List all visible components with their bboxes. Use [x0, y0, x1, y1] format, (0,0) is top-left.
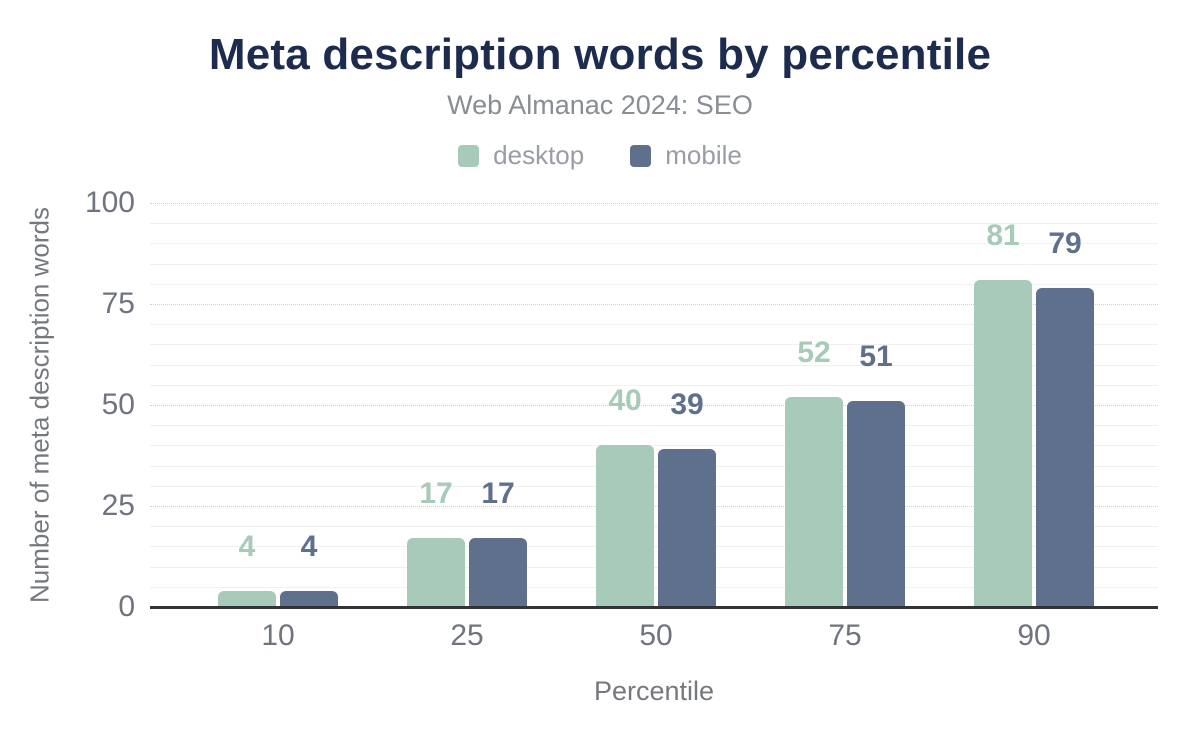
bar-mobile-p50[interactable] — [658, 449, 716, 607]
legend-swatch-mobile — [630, 144, 652, 167]
bar-mobile-p90[interactable] — [1036, 287, 1094, 607]
gridline-minor-20 — [150, 526, 1158, 528]
value-label-mobile-p90: 79 — [1048, 226, 1082, 260]
gridline-major-100 — [150, 203, 1158, 204]
value-label-mobile-p75: 51 — [859, 339, 893, 373]
gridline-minor-95 — [150, 223, 1158, 225]
legend-item-mobile[interactable]: mobile — [630, 140, 742, 171]
bar-mobile-p25[interactable] — [469, 538, 527, 607]
legend-label-mobile: mobile — [665, 140, 742, 170]
x-axis-line — [150, 606, 1158, 609]
bar-mobile-p10[interactable] — [280, 590, 338, 607]
y-tick-label-100: 100 — [84, 186, 135, 219]
gridline-minor-60 — [150, 364, 1158, 366]
legend-item-desktop[interactable]: desktop — [458, 140, 584, 171]
bar-desktop-p75[interactable] — [785, 396, 843, 607]
gridline-minor-90 — [150, 243, 1158, 245]
value-label-mobile-p50: 39 — [670, 388, 704, 422]
x-tick-label-25: 25 — [450, 619, 484, 652]
gridline-major-75 — [150, 304, 1158, 305]
gridline-minor-45 — [150, 425, 1158, 427]
value-label-desktop-p75: 52 — [797, 335, 831, 369]
x-tick-label-90: 90 — [1017, 619, 1051, 652]
gridline-minor-30 — [150, 485, 1158, 487]
gridline-minor-35 — [150, 465, 1158, 467]
value-label-desktop-p90: 81 — [986, 218, 1020, 252]
bar-mobile-p75[interactable] — [847, 400, 905, 607]
gridline-minor-80 — [150, 283, 1158, 285]
x-tick-label-10: 10 — [261, 619, 295, 652]
value-label-mobile-p10: 4 — [300, 529, 318, 563]
gridline-minor-10 — [150, 566, 1158, 568]
chart-title: Meta description words by percentile — [208, 30, 992, 79]
legend-label-desktop: desktop — [493, 140, 585, 170]
gridline-minor-85 — [150, 263, 1158, 265]
legend-swatch-desktop — [458, 144, 480, 167]
gridline-minor-55 — [150, 384, 1158, 386]
gridline-minor-15 — [150, 546, 1158, 548]
bar-desktop-p90[interactable] — [974, 279, 1032, 607]
y-axis-title: Number of meta description words — [24, 207, 55, 603]
gridline-minor-40 — [150, 445, 1158, 447]
y-tick-label-75: 75 — [101, 287, 135, 320]
value-label-desktop-p25: 17 — [419, 477, 453, 511]
y-tick-label-50: 50 — [101, 388, 135, 421]
gridline-minor-65 — [150, 344, 1158, 346]
bar-desktop-p10[interactable] — [218, 590, 276, 607]
chart-subtitle: Web Almanac 2024: SEO — [447, 90, 753, 120]
y-axis-tick-labels: 0 25 50 75 100 — [55, 188, 135, 622]
y-tick-label-25: 25 — [101, 489, 135, 522]
value-label-desktop-p10: 4 — [238, 529, 256, 563]
gridline-major-50 — [150, 405, 1158, 406]
y-tick-label-0: 0 — [118, 590, 135, 623]
gridline-minor-70 — [150, 324, 1158, 326]
legend: desktop mobile — [0, 140, 1200, 171]
gridline-minor-5 — [150, 586, 1158, 588]
x-tick-label-75: 75 — [828, 619, 862, 652]
gridline-major-25 — [150, 506, 1158, 507]
x-tick-label-50: 50 — [639, 619, 673, 652]
bar-desktop-p25[interactable] — [407, 538, 465, 607]
bar-desktop-p50[interactable] — [596, 445, 654, 607]
plot-area: 4 4 10 17 17 25 40 39 50 52 51 75 81 79 90 — [150, 203, 1158, 652]
value-label-mobile-p25: 17 — [481, 477, 515, 511]
value-label-desktop-p50: 40 — [608, 384, 642, 418]
x-axis-title: Percentile — [593, 676, 715, 706]
